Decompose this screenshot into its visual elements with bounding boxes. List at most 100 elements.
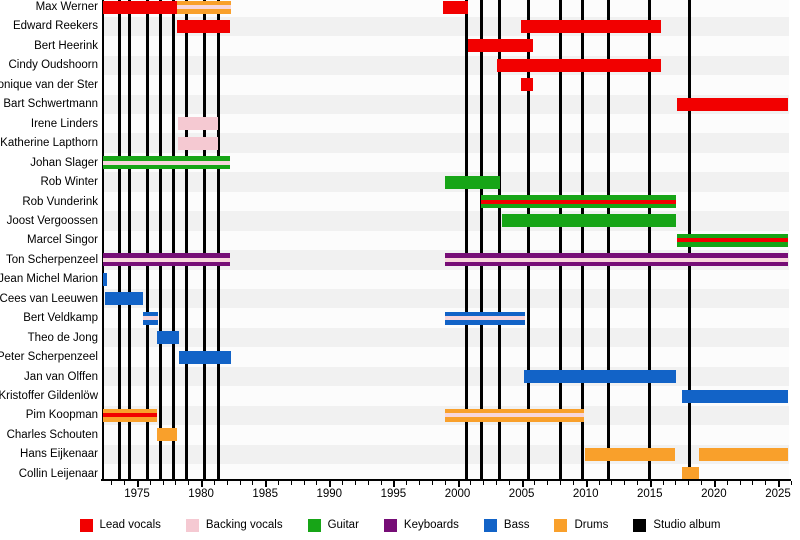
x-axis-minor-tick bbox=[290, 481, 292, 485]
timeline-bar-backing bbox=[178, 117, 219, 131]
timeline-bar-bass bbox=[524, 370, 677, 384]
studio-album-line bbox=[606, 0, 610, 479]
x-axis-minor-tick bbox=[547, 481, 549, 485]
x-axis-major-tick bbox=[585, 481, 588, 487]
legend-swatch-guitar bbox=[307, 518, 321, 532]
x-axis-minor-tick bbox=[303, 481, 305, 485]
legend-item: Studio album bbox=[633, 518, 721, 532]
legend-item: Backing vocals bbox=[185, 518, 283, 532]
legend-item: Bass bbox=[483, 518, 530, 532]
timeline-bar-lead bbox=[103, 0, 178, 14]
x-axis-minor-tick bbox=[701, 481, 703, 485]
row-background bbox=[103, 75, 789, 95]
studio-album-line bbox=[558, 0, 562, 479]
x-axis-minor-tick bbox=[790, 481, 792, 485]
timeline-bar-guitar bbox=[444, 175, 501, 189]
timeline-bar-backing bbox=[178, 136, 219, 150]
member-label: Bert Veldkamp bbox=[23, 312, 98, 325]
x-axis-minor-tick bbox=[572, 481, 574, 485]
x-axis-tick-label: 2005 bbox=[508, 488, 535, 500]
member-label: Max Werner bbox=[35, 1, 98, 13]
legend-item: Lead vocals bbox=[79, 518, 161, 532]
member-label: Rob Vunderink bbox=[22, 195, 98, 208]
member-label: Cindy Oudshoorn bbox=[8, 59, 99, 72]
member-label: Hans Eijkenaar bbox=[20, 448, 98, 461]
bar-stripe-backing bbox=[103, 257, 230, 262]
x-axis-minor-tick bbox=[598, 481, 600, 485]
x-axis-minor-tick bbox=[483, 481, 485, 485]
studio-album-line bbox=[172, 0, 176, 479]
plot-left-border bbox=[101, 0, 104, 481]
member-label: Jan van Olffen bbox=[24, 370, 98, 383]
x-axis-major-tick bbox=[137, 481, 139, 487]
timeline-bar-lead bbox=[467, 39, 534, 53]
row-background bbox=[103, 230, 789, 251]
studio-album-line bbox=[580, 0, 584, 479]
x-axis-minor-tick bbox=[149, 481, 151, 485]
x-axis-tick-label: 1985 bbox=[252, 488, 278, 500]
legend-label: Lead vocals bbox=[99, 519, 161, 531]
bar-stripe-lead bbox=[103, 413, 157, 418]
x-axis-minor-tick bbox=[124, 481, 126, 485]
timeline-bar-keyboards bbox=[444, 253, 788, 267]
row-background bbox=[103, 386, 789, 406]
timeline-bar-lead bbox=[177, 19, 230, 33]
x-axis-minor-tick bbox=[662, 481, 664, 485]
studio-album-line bbox=[118, 0, 122, 479]
legend-label: Drums bbox=[574, 519, 609, 531]
member-label: Bart Schwertmann bbox=[3, 98, 98, 111]
legend-label: Backing vocals bbox=[205, 519, 283, 531]
member-label: Charles Schouten bbox=[6, 428, 98, 441]
timeline-bar-guitar bbox=[103, 156, 230, 170]
x-axis-minor-tick bbox=[534, 481, 536, 485]
x-axis-minor-tick bbox=[188, 481, 190, 485]
row-background bbox=[103, 94, 789, 114]
studio-album-line bbox=[647, 0, 651, 479]
member-label: Collin Leijenaar bbox=[18, 467, 98, 480]
timeline-bar-guitar bbox=[480, 195, 677, 208]
studio-album-line bbox=[185, 0, 189, 479]
x-axis-minor-tick bbox=[752, 481, 754, 485]
x-axis-line bbox=[101, 479, 791, 481]
x-axis-minor-tick bbox=[342, 481, 344, 485]
legend-label: Studio album bbox=[653, 519, 721, 531]
x-axis-minor-tick bbox=[380, 481, 382, 485]
x-axis-major-tick bbox=[457, 481, 460, 487]
timeline-bar-drums bbox=[681, 467, 700, 481]
x-axis-minor-tick bbox=[739, 481, 741, 485]
studio-album-line bbox=[480, 0, 484, 479]
x-axis-minor-tick bbox=[213, 481, 215, 485]
x-axis-minor-tick bbox=[175, 481, 177, 485]
legend-swatch-bass bbox=[483, 518, 497, 532]
x-axis-major-tick bbox=[265, 481, 268, 487]
x-axis-major-tick bbox=[201, 481, 204, 487]
x-axis-minor-tick bbox=[765, 481, 767, 485]
timeline-bar-guitar bbox=[501, 214, 677, 228]
bar-stripe-backing bbox=[444, 257, 788, 262]
timeline-bar-guitar bbox=[676, 233, 788, 247]
member-label: Johan Slager bbox=[30, 156, 98, 169]
x-axis-minor-tick bbox=[470, 481, 472, 485]
legend-swatch-backing bbox=[185, 518, 199, 532]
row-background bbox=[103, 464, 789, 484]
timeline-bar-lead bbox=[520, 19, 661, 33]
x-axis-tick-label: 1995 bbox=[380, 488, 407, 500]
x-axis-tick-label: 1990 bbox=[316, 488, 343, 500]
x-axis-major-tick bbox=[393, 481, 396, 487]
x-axis-tick-label: 2025 bbox=[765, 488, 791, 500]
x-axis-minor-tick bbox=[162, 481, 164, 485]
x-axis-minor-tick bbox=[367, 481, 369, 485]
bar-stripe-lead bbox=[676, 238, 788, 243]
timeline-bar-drums bbox=[698, 447, 788, 461]
legend-label: Bass bbox=[503, 519, 530, 531]
x-axis-major-tick bbox=[521, 481, 524, 487]
x-axis-tick-label: 1975 bbox=[124, 488, 150, 500]
x-axis-major-tick bbox=[713, 481, 716, 487]
bar-stripe-lead bbox=[480, 199, 677, 204]
legend-label: Guitar bbox=[327, 519, 359, 531]
bar-stripe-backing bbox=[177, 5, 231, 9]
x-axis-tick-label: 2000 bbox=[444, 488, 471, 500]
x-axis-minor-tick bbox=[495, 481, 497, 485]
legend-item: Keyboards bbox=[383, 518, 459, 532]
